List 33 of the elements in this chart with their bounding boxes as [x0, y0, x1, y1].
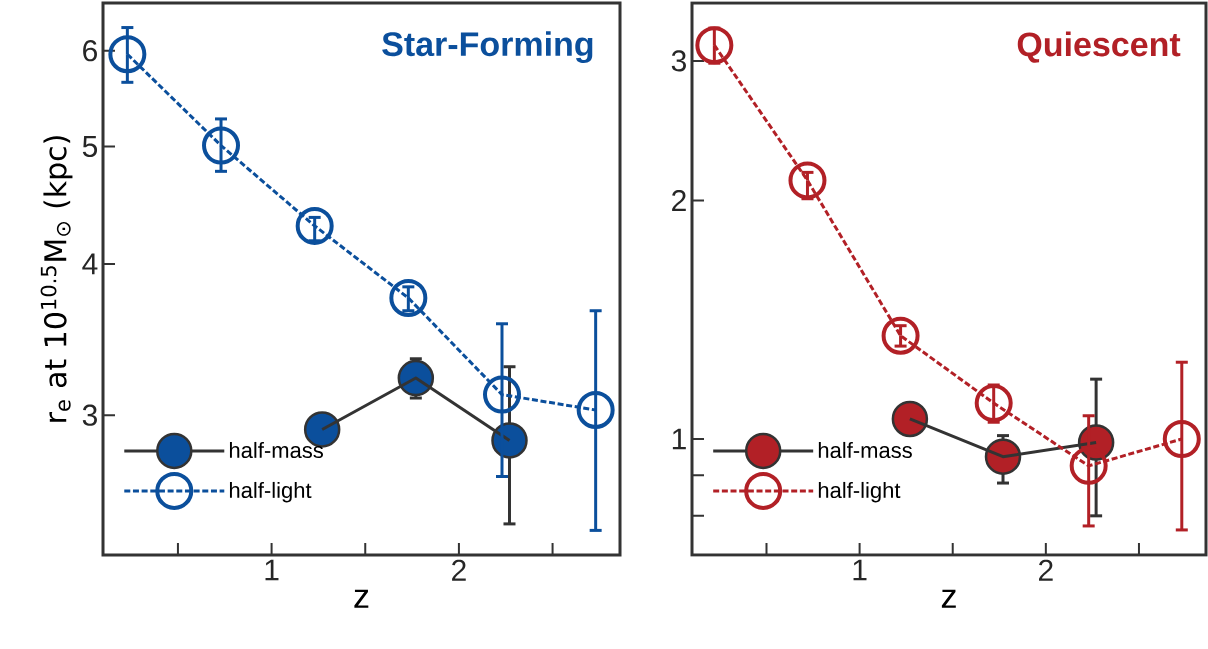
y-tick-label: 5: [82, 136, 98, 158]
legend-label: half-mass: [818, 441, 912, 459]
point: [108, 35, 147, 74]
y-tick-label: 3: [82, 404, 97, 426]
point: [482, 375, 521, 414]
point: [576, 391, 615, 429]
x-axis-title: z: [354, 589, 369, 608]
legend-label: half-mass: [229, 441, 323, 459]
y-tick-label: 3: [671, 50, 686, 72]
x-tick-label: 2: [1039, 559, 1053, 581]
x-tick-label: 1: [265, 559, 279, 581]
point: [974, 384, 1013, 423]
point: [1069, 446, 1108, 485]
legend-label: half-light: [229, 481, 312, 503]
point: [695, 26, 734, 65]
point: [881, 316, 920, 355]
text: Star-Forming: [382, 31, 593, 64]
point: [295, 206, 334, 245]
point: [788, 161, 827, 200]
point: [202, 126, 241, 165]
x-tick-label: 2: [452, 559, 466, 581]
point: [891, 400, 929, 438]
legend-label: half-light: [818, 481, 901, 503]
point: [1162, 420, 1201, 459]
x-tick-label: 1: [853, 559, 867, 581]
y-tick-label: 1: [672, 428, 686, 450]
x-axis-title: z: [941, 589, 956, 608]
point: [389, 278, 428, 317]
y-axis-title: r$_{e}$ at 10$^{10.5}$M$_{⊙}$ (kpc): [40, 136, 73, 422]
text: Quiescent: [1017, 31, 1181, 63]
y-tick-label: 6: [83, 40, 97, 62]
y-tick-label: 4: [82, 253, 98, 275]
y-tick-label: 2: [672, 190, 686, 211]
